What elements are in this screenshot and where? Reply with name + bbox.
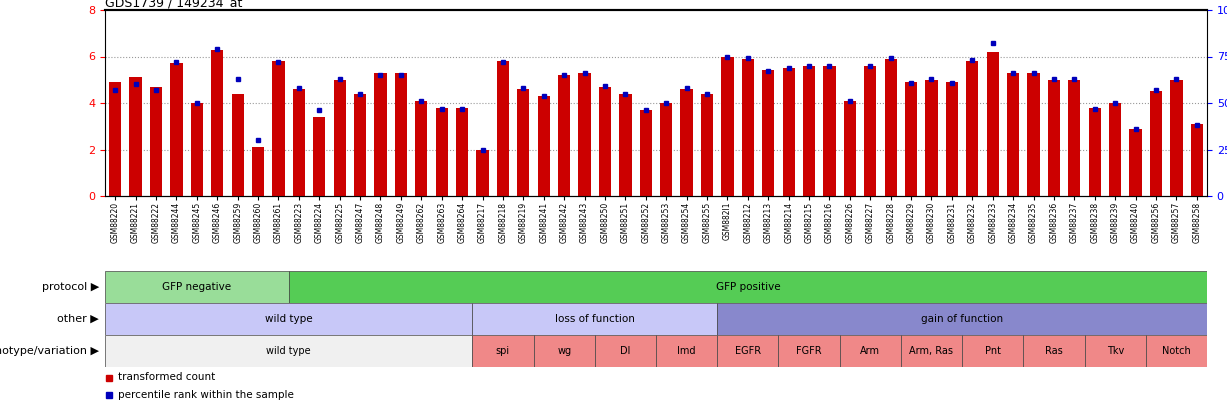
Text: GFP negative: GFP negative [162, 282, 232, 292]
Bar [966, 61, 978, 196]
Bar [987, 52, 999, 196]
Bar [472, 303, 718, 335]
Bar [106, 335, 472, 367]
Bar [288, 271, 1207, 303]
Bar [211, 49, 223, 196]
Bar [718, 335, 778, 367]
Bar [334, 80, 346, 196]
Bar [1007, 73, 1020, 196]
Text: Notch: Notch [1162, 346, 1190, 356]
Bar [534, 335, 595, 367]
Text: gain of function: gain of function [921, 314, 1004, 324]
Bar [190, 103, 202, 196]
Bar [701, 94, 713, 196]
Text: spi: spi [496, 346, 510, 356]
Text: wg: wg [557, 346, 572, 356]
Bar [1171, 80, 1183, 196]
Bar [885, 59, 897, 196]
Text: Imd: Imd [677, 346, 696, 356]
Bar [925, 80, 937, 196]
Bar [353, 94, 366, 196]
Bar [823, 66, 836, 196]
Text: protocol ▶: protocol ▶ [42, 282, 99, 292]
Text: Arm: Arm [860, 346, 880, 356]
Bar [901, 335, 962, 367]
Bar [656, 335, 718, 367]
Text: GDS1739 / 149234_at: GDS1739 / 149234_at [106, 0, 243, 9]
Bar [660, 103, 672, 196]
Bar [741, 59, 753, 196]
Bar [681, 89, 693, 196]
Bar [778, 335, 839, 367]
Bar [1027, 73, 1039, 196]
Bar [150, 87, 162, 196]
Bar [558, 75, 571, 196]
Bar [1109, 103, 1121, 196]
Bar [106, 271, 288, 303]
Bar [1085, 335, 1146, 367]
Bar [599, 87, 611, 196]
Bar [962, 335, 1023, 367]
Text: other ▶: other ▶ [58, 314, 99, 324]
Bar [518, 89, 530, 196]
Bar [130, 77, 142, 196]
Bar [639, 110, 652, 196]
Bar [472, 335, 534, 367]
Bar [1146, 335, 1207, 367]
Bar [1023, 335, 1085, 367]
Bar [109, 82, 121, 196]
Text: percentile rank within the sample: percentile rank within the sample [118, 390, 293, 399]
Text: EGFR: EGFR [735, 346, 761, 356]
Bar [374, 73, 387, 196]
Text: Arm, Ras: Arm, Ras [909, 346, 953, 356]
Text: Tkv: Tkv [1107, 346, 1124, 356]
Bar [171, 64, 183, 196]
Bar [1190, 124, 1202, 196]
Bar [595, 335, 656, 367]
Text: loss of function: loss of function [555, 314, 634, 324]
Bar [1129, 128, 1141, 196]
Bar [578, 73, 590, 196]
Bar [415, 101, 427, 196]
Bar [252, 147, 264, 196]
Text: FGFR: FGFR [796, 346, 822, 356]
Text: Pnt: Pnt [985, 346, 1001, 356]
Text: genotype/variation ▶: genotype/variation ▶ [0, 346, 99, 356]
Bar [272, 61, 285, 196]
Bar [293, 89, 306, 196]
Bar [1048, 80, 1060, 196]
Text: Ras: Ras [1045, 346, 1063, 356]
Text: wild type: wild type [266, 346, 310, 356]
Bar [436, 108, 448, 196]
Text: wild type: wild type [265, 314, 313, 324]
Text: Dl: Dl [620, 346, 631, 356]
Bar [232, 94, 244, 196]
Bar [537, 96, 550, 196]
Bar [313, 117, 325, 196]
Bar [620, 94, 632, 196]
Bar [395, 73, 407, 196]
Bar [1150, 92, 1162, 196]
Bar [762, 70, 774, 196]
Bar [802, 66, 815, 196]
Bar [476, 149, 488, 196]
Bar [106, 303, 472, 335]
Bar [783, 68, 795, 196]
Bar [1069, 80, 1081, 196]
Bar [946, 82, 958, 196]
Bar [839, 335, 901, 367]
Bar [456, 108, 469, 196]
Bar [864, 66, 876, 196]
Bar [718, 303, 1207, 335]
Bar [721, 57, 734, 196]
Bar [844, 101, 856, 196]
Text: GFP positive: GFP positive [715, 282, 780, 292]
Bar [1088, 108, 1101, 196]
Text: transformed count: transformed count [118, 373, 215, 382]
Bar [906, 82, 918, 196]
Bar [497, 61, 509, 196]
